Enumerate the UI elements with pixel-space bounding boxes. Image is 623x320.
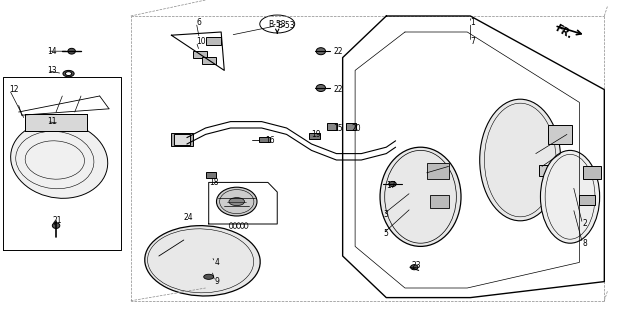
Text: 9: 9 <box>215 277 220 286</box>
Text: 11: 11 <box>47 117 56 126</box>
Ellipse shape <box>480 99 561 221</box>
Bar <box>259 137 270 142</box>
Ellipse shape <box>380 147 461 246</box>
Text: 20: 20 <box>352 124 361 132</box>
Text: 17: 17 <box>386 181 396 190</box>
Ellipse shape <box>63 70 74 77</box>
Text: B-53: B-53 <box>269 20 286 28</box>
Ellipse shape <box>217 187 257 216</box>
Ellipse shape <box>145 226 260 296</box>
Ellipse shape <box>316 48 326 55</box>
Text: 14: 14 <box>47 47 56 56</box>
Bar <box>427 163 449 179</box>
Ellipse shape <box>389 181 396 187</box>
Text: 22: 22 <box>333 85 343 94</box>
Text: 2: 2 <box>583 220 587 228</box>
Ellipse shape <box>541 150 599 243</box>
Bar <box>202 57 216 64</box>
Bar <box>174 134 190 145</box>
Text: 8: 8 <box>583 239 587 248</box>
Bar <box>309 133 320 139</box>
Bar <box>583 166 601 179</box>
Text: 7: 7 <box>470 37 475 46</box>
Text: 1: 1 <box>470 18 475 27</box>
Text: 12: 12 <box>9 85 19 94</box>
Bar <box>327 123 337 130</box>
Text: 19: 19 <box>312 130 321 139</box>
Text: 13: 13 <box>47 66 56 75</box>
Ellipse shape <box>68 48 75 54</box>
Text: 3: 3 <box>383 210 388 219</box>
Text: 22: 22 <box>333 47 343 56</box>
Ellipse shape <box>411 265 418 270</box>
Text: 15: 15 <box>333 124 343 132</box>
Text: 18: 18 <box>209 178 218 187</box>
Ellipse shape <box>204 274 214 279</box>
Text: 10: 10 <box>196 37 206 46</box>
Text: 5: 5 <box>383 229 388 238</box>
Bar <box>206 172 216 178</box>
Text: FR.: FR. <box>553 23 574 41</box>
Text: 23: 23 <box>411 261 421 270</box>
Text: 24: 24 <box>184 213 193 222</box>
Bar <box>579 195 595 205</box>
Bar <box>548 125 572 144</box>
Ellipse shape <box>11 122 108 198</box>
Bar <box>539 165 554 176</box>
Bar <box>206 37 221 45</box>
Text: 21: 21 <box>53 216 62 225</box>
Bar <box>346 123 356 130</box>
Ellipse shape <box>229 198 244 206</box>
Text: 16: 16 <box>265 136 274 145</box>
Text: 4: 4 <box>215 258 220 267</box>
Text: B-53: B-53 <box>277 21 295 30</box>
Bar <box>171 133 193 146</box>
Ellipse shape <box>65 72 72 76</box>
Ellipse shape <box>52 223 60 228</box>
Text: 6: 6 <box>196 18 201 27</box>
Bar <box>430 195 449 208</box>
Bar <box>193 51 207 58</box>
Ellipse shape <box>316 84 326 92</box>
Bar <box>25 114 87 131</box>
